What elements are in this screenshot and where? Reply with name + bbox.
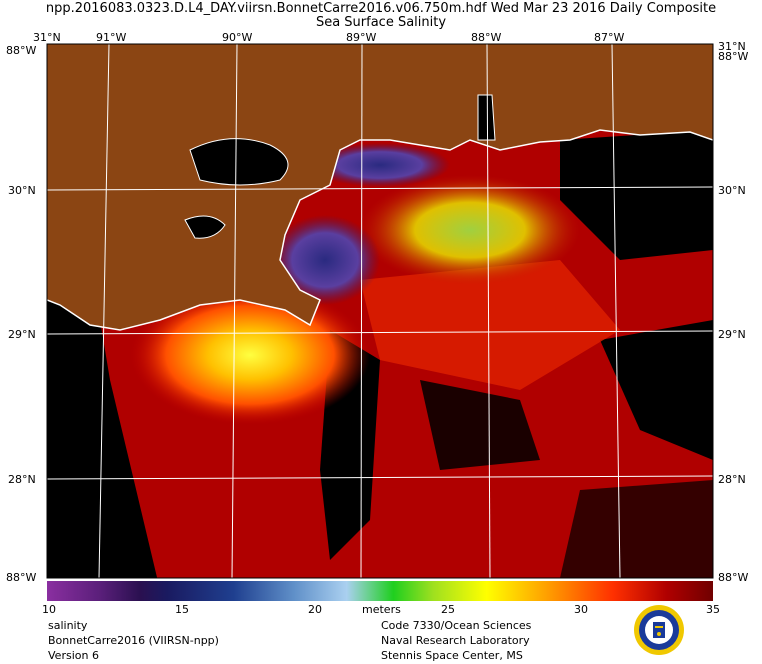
footer-location: Stennis Space Center, MS [381,649,523,662]
river-plume-green [360,175,580,285]
coastline [47,129,713,331]
fresh-water-purple [270,215,380,305]
colorbar-units: meters [362,603,401,616]
lat-label-29-left: 29°N [8,328,36,341]
footer-code: Code 7330/Ocean Sciences [381,619,532,632]
corner-lon-left-top: 88°W [6,44,37,57]
nrl-seal-logo [634,605,684,655]
no-data-southeast [560,480,713,578]
lat-label-30-left: 30°N [8,184,36,197]
corner-lon-bottom-right: 88°W [718,571,749,584]
footer-org: Naval Research Laboratory [381,634,530,647]
corner-lat-top-left: 31°N [33,31,61,44]
colorbar-tick-20: 20 [308,603,322,616]
colorbar-tick-10: 10 [42,603,56,616]
mobile-bay [477,94,496,141]
lon-label-90: 90°W [222,31,253,44]
lon-label-91: 91°W [96,31,127,44]
lon-label-89: 89°W [346,31,377,44]
colorbar-tick-25: 25 [441,603,455,616]
footer-version: Version 6 [48,649,99,662]
lon-label-87: 87°W [594,31,625,44]
no-data-east [560,130,713,260]
fresh-water-sound [310,143,450,187]
corner-lon-right-top: 88°W [718,50,749,63]
lat-label-29-right: 29°N [718,328,746,341]
colorbar-tick-30: 30 [574,603,588,616]
corner-lon-bottom-left: 88°W [6,571,37,584]
lat-label-30-right: 30°N [718,184,746,197]
lon-label-88: 88°W [471,31,502,44]
map-title: npp.2016083.0323.D.L4_DAY.viirsn.BonnetC… [45,1,717,16]
no-data-south [420,380,540,470]
footer-product: salinity [48,619,88,632]
lat-label-28-left: 28°N [8,473,36,486]
land-mass [47,44,713,330]
colorbar-tick-35: 35 [706,603,720,616]
salinity-colorbar [47,581,713,601]
colorbar-tick-15: 15 [175,603,189,616]
footer-dataset: BonnetCarre2016 (VIIRSN-npp) [48,634,219,647]
map-subtitle: Sea Surface Salinity [315,15,447,30]
mid-salinity-band [360,260,620,390]
lake-pontchartrain [189,138,289,186]
corner-lat-top-right: 31°N [718,40,746,53]
graticule [47,44,713,578]
lake-maurepas [184,215,226,239]
lat-label-28-right: 28°N [718,473,746,486]
no-data-east2 [600,320,713,460]
